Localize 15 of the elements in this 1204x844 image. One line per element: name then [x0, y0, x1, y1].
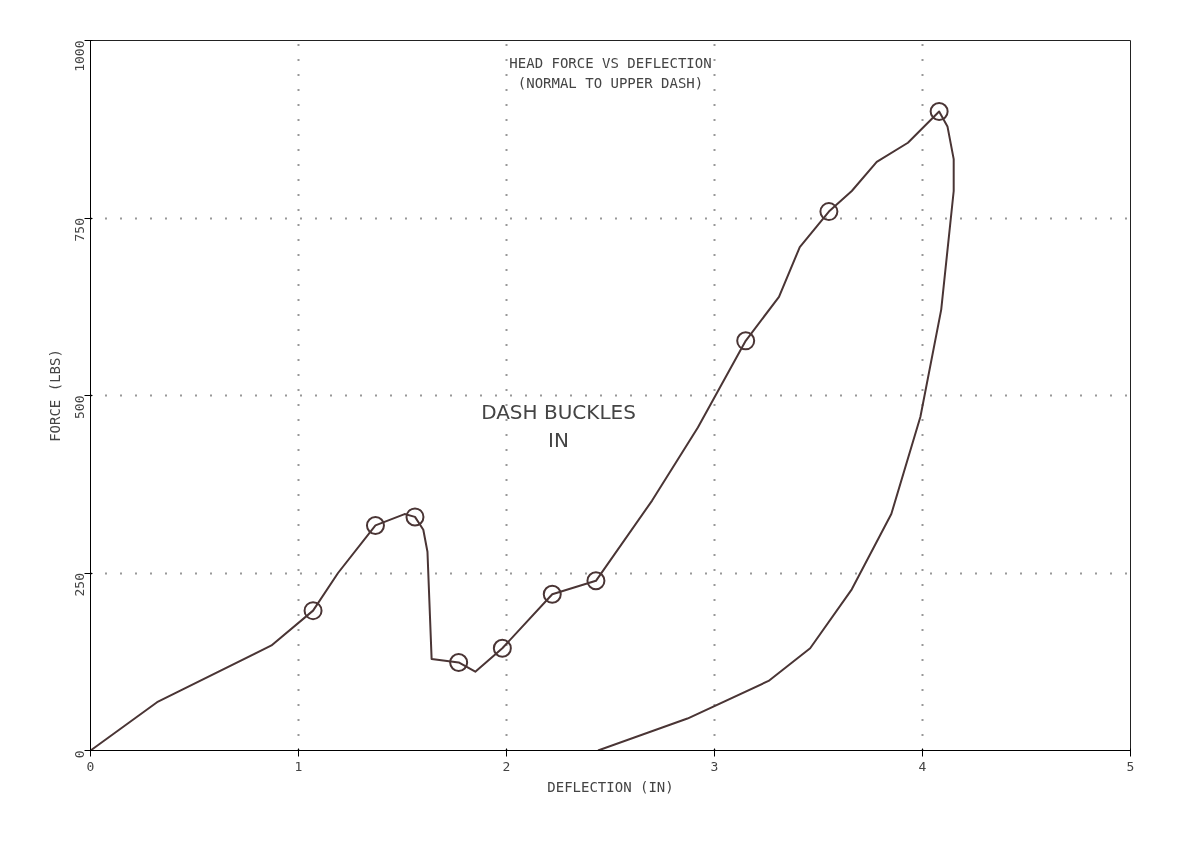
- y-tick-label: 500: [72, 395, 87, 419]
- text: HEAD FORCE VS DEFLECTION: [509, 54, 712, 71]
- y-tick-label: 1000: [72, 40, 87, 72]
- x-tick-label: 4: [918, 758, 927, 774]
- y-tick-label: 250: [72, 573, 87, 597]
- x-tick-label: 2: [502, 758, 511, 774]
- x-axis-title: DEFLECTION (IN): [547, 778, 674, 795]
- y-tick-label: 750: [72, 218, 87, 242]
- x-tick-label: 5: [1126, 758, 1135, 774]
- x-tick-label: 1: [294, 758, 303, 774]
- annotation: DASH BUCKLES IN: [481, 399, 636, 453]
- y-axis-title: FORCE (LBS): [46, 349, 63, 442]
- y-tick-label: 0: [72, 750, 87, 759]
- text: (NORMAL TO UPPER DASH): [517, 74, 704, 91]
- x-tick-label: 3: [710, 758, 719, 774]
